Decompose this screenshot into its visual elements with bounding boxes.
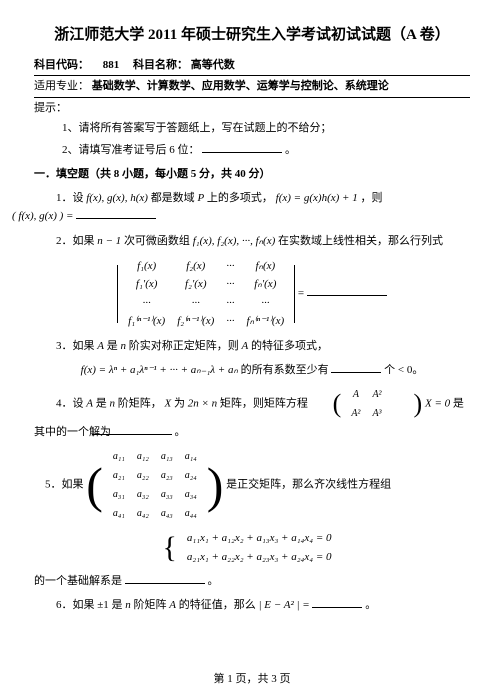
q4-rhs: X = 0 <box>425 397 450 409</box>
page-footer: 第 1 页，共 3 页 <box>0 671 504 688</box>
question-4: 4．设 A 是 n 阶矩阵， X 为 2n × n 矩阵，则矩阵方程 ( AA²… <box>34 385 470 442</box>
q3-A2: A <box>241 340 248 352</box>
question-3: 3．如果 A 是 n 阶实对称正定矩阵，则 A 的特征多项式， <box>34 337 470 356</box>
q6-b: 阶矩阵 <box>134 599 170 611</box>
q6-c: 的特征值，那么 <box>179 599 259 611</box>
section-1-head: 一．填空题（共 8 小题，每小题 5 分，共 40 分） <box>34 166 470 183</box>
q2-b: 次可微函数组 <box>124 235 193 247</box>
q3-a: 3．如果 <box>56 340 97 352</box>
code-value: 881 <box>103 59 120 71</box>
det-bar-right <box>294 265 295 323</box>
name-label: 科目名称： <box>133 59 188 71</box>
applicable-value: 基础数学、计算数学、应用数学、运筹学与控制论、系统理论 <box>92 80 389 92</box>
q6-d: 。 <box>365 599 376 611</box>
q2-funcs: f₁(x), f₂(x), ···, fₙ(x) <box>193 235 276 247</box>
code-label: 科目代码： <box>34 59 89 71</box>
paren-left: ( <box>86 460 103 510</box>
q2-matrix: f₁(x)f₂(x)···fₙ(x) f₁′(x)f₂′(x)···fₙ′(x)… <box>122 257 290 331</box>
q1-c: 上的多项式， <box>207 192 273 204</box>
blank <box>92 423 172 435</box>
name-value: 高等代数 <box>191 59 235 71</box>
question-6: 6．如果 ±1 是 n 阶矩阵 A 的特征值，那么 | E − A² | = 。 <box>34 596 470 615</box>
q4-a: 4．设 <box>56 397 86 409</box>
q2-matrix-block: f₁(x)f₂(x)···fₙ(x) f₁′(x)f₂′(x)···fₙ′(x)… <box>34 257 470 331</box>
q1-eq: f(x) = g(x)h(x) + 1 <box>276 192 358 204</box>
hint-2b: 。 <box>285 144 296 156</box>
q4-X: X <box>164 397 171 409</box>
q5-b: 是正交矩阵，那么齐次线性方程组 <box>226 479 391 491</box>
meta-row: 科目代码： 881 科目名称： 高等代数 <box>34 57 470 74</box>
q3-c: 阶实对称正定矩阵，则 <box>129 340 242 352</box>
applicable-label: 适用专业： <box>34 80 89 92</box>
blank <box>307 284 387 296</box>
q1-d: ，则 <box>360 192 382 204</box>
blank <box>312 596 362 608</box>
q2-nm1: n − 1 <box>97 235 121 247</box>
q4-b: 是 <box>96 397 110 409</box>
q3-e: 的所有系数至少有 <box>241 364 332 376</box>
q5t-a: 的一个基础解系是 <box>34 575 125 587</box>
q5-matrix: a₁₁a₁₂a₁₃a₁₄ a₂₁a₂₂a₂₃a₂₄ a₃₁a₃₂a₃₃a₃₄ a… <box>107 447 203 523</box>
question-1: 1．设 f(x), g(x), h(x) 都是数域 P 上的多项式， f(x) … <box>34 189 470 226</box>
q4-g: 。 <box>175 426 186 438</box>
q4-n: n <box>109 397 115 409</box>
paren-left: ( <box>311 391 342 417</box>
hint-item-1: 1、请将所有答案写于答题纸上，写在试题上的不给分； <box>62 120 470 137</box>
q3-d: 的特征多项式， <box>251 340 328 352</box>
q1-a: 1．设 <box>56 192 86 204</box>
blank <box>76 207 156 219</box>
q4-dim: 2n × n <box>188 397 217 409</box>
q3-b: 是 <box>107 340 121 352</box>
q4-e: 矩阵，则矩阵方程 <box>220 397 311 409</box>
q6-det: | E − A² | = <box>259 599 313 611</box>
q4-c: 阶矩阵， <box>118 397 162 409</box>
q6-n: n <box>125 599 131 611</box>
q3-A1: A <box>97 340 104 352</box>
paren-right: ) <box>392 391 423 417</box>
q1-P: P <box>197 192 204 204</box>
det-bar-left <box>117 265 118 323</box>
brace-left: { <box>162 533 176 563</box>
paren-right: ) <box>207 460 224 510</box>
hint-item-2: 2、请填写准考证号后 6 位： 。 <box>62 141 470 159</box>
q2-c: 在实数域上线性相关，那么行列式 <box>278 235 443 247</box>
q6-a: 6．如果 ±1 是 <box>56 599 125 611</box>
hint-2a: 2、请填写准考证号后 6 位： <box>62 144 200 156</box>
q2-a: 2．如果 <box>56 235 97 247</box>
blank <box>331 361 381 373</box>
q4-A: A <box>86 397 93 409</box>
question-2: 2．如果 n − 1 次可微函数组 f₁(x), f₂(x), ···, fₙ(… <box>34 232 470 251</box>
q3-f: 个 < 0。 <box>384 364 423 376</box>
q1-fgh: f(x), g(x), h(x) <box>86 192 148 204</box>
q4-matrix: AA² A²A³ <box>345 385 387 423</box>
q5-a: 5．如果 <box>45 479 86 491</box>
divider <box>34 75 470 76</box>
divider <box>34 97 470 98</box>
q3-n: n <box>120 340 126 352</box>
hints-block: 提示： 1、请将所有答案写于答题纸上，写在试题上的不给分； 2、请填写准考证号后… <box>34 100 470 159</box>
q2-eq: = <box>298 287 307 299</box>
page-title: 浙江师范大学 2011 年硕士研究生入学考试初试试题（A 卷） <box>34 24 470 47</box>
q4-d: 为 <box>174 397 188 409</box>
q3-poly-line: f(x) = λⁿ + a₁λⁿ⁻¹ + ··· + aₙ₋₁λ + aₙ 的所… <box>34 361 470 379</box>
question-5: 5．如果 ( a₁₁a₁₂a₁₃a₁₄ a₂₁a₂₂a₂₃a₂₄ a₃₁a₃₂a… <box>34 447 470 523</box>
applicable-row: 适用专业： 基础数学、计算数学、应用数学、运筹学与控制论、系统理论 <box>34 78 470 95</box>
q1-b: 都是数域 <box>151 192 198 204</box>
q5-tail: 的一个基础解系是 。 <box>34 572 470 590</box>
blank <box>125 572 205 584</box>
q5-system: { a₁₁x₁ + a₁₂x₂ + a₁₃x₃ + a₁₄x₄ = 0 a₂₁x… <box>34 529 470 566</box>
blank <box>202 141 282 153</box>
q1-gcd: ( f(x), g(x) ) = <box>12 210 76 222</box>
hints-head: 提示： <box>34 100 470 117</box>
q3-poly: f(x) = λⁿ + a₁λⁿ⁻¹ + ··· + aₙ₋₁λ + aₙ <box>81 364 238 376</box>
q6-A: A <box>169 599 176 611</box>
q5t-b: 。 <box>208 575 219 587</box>
